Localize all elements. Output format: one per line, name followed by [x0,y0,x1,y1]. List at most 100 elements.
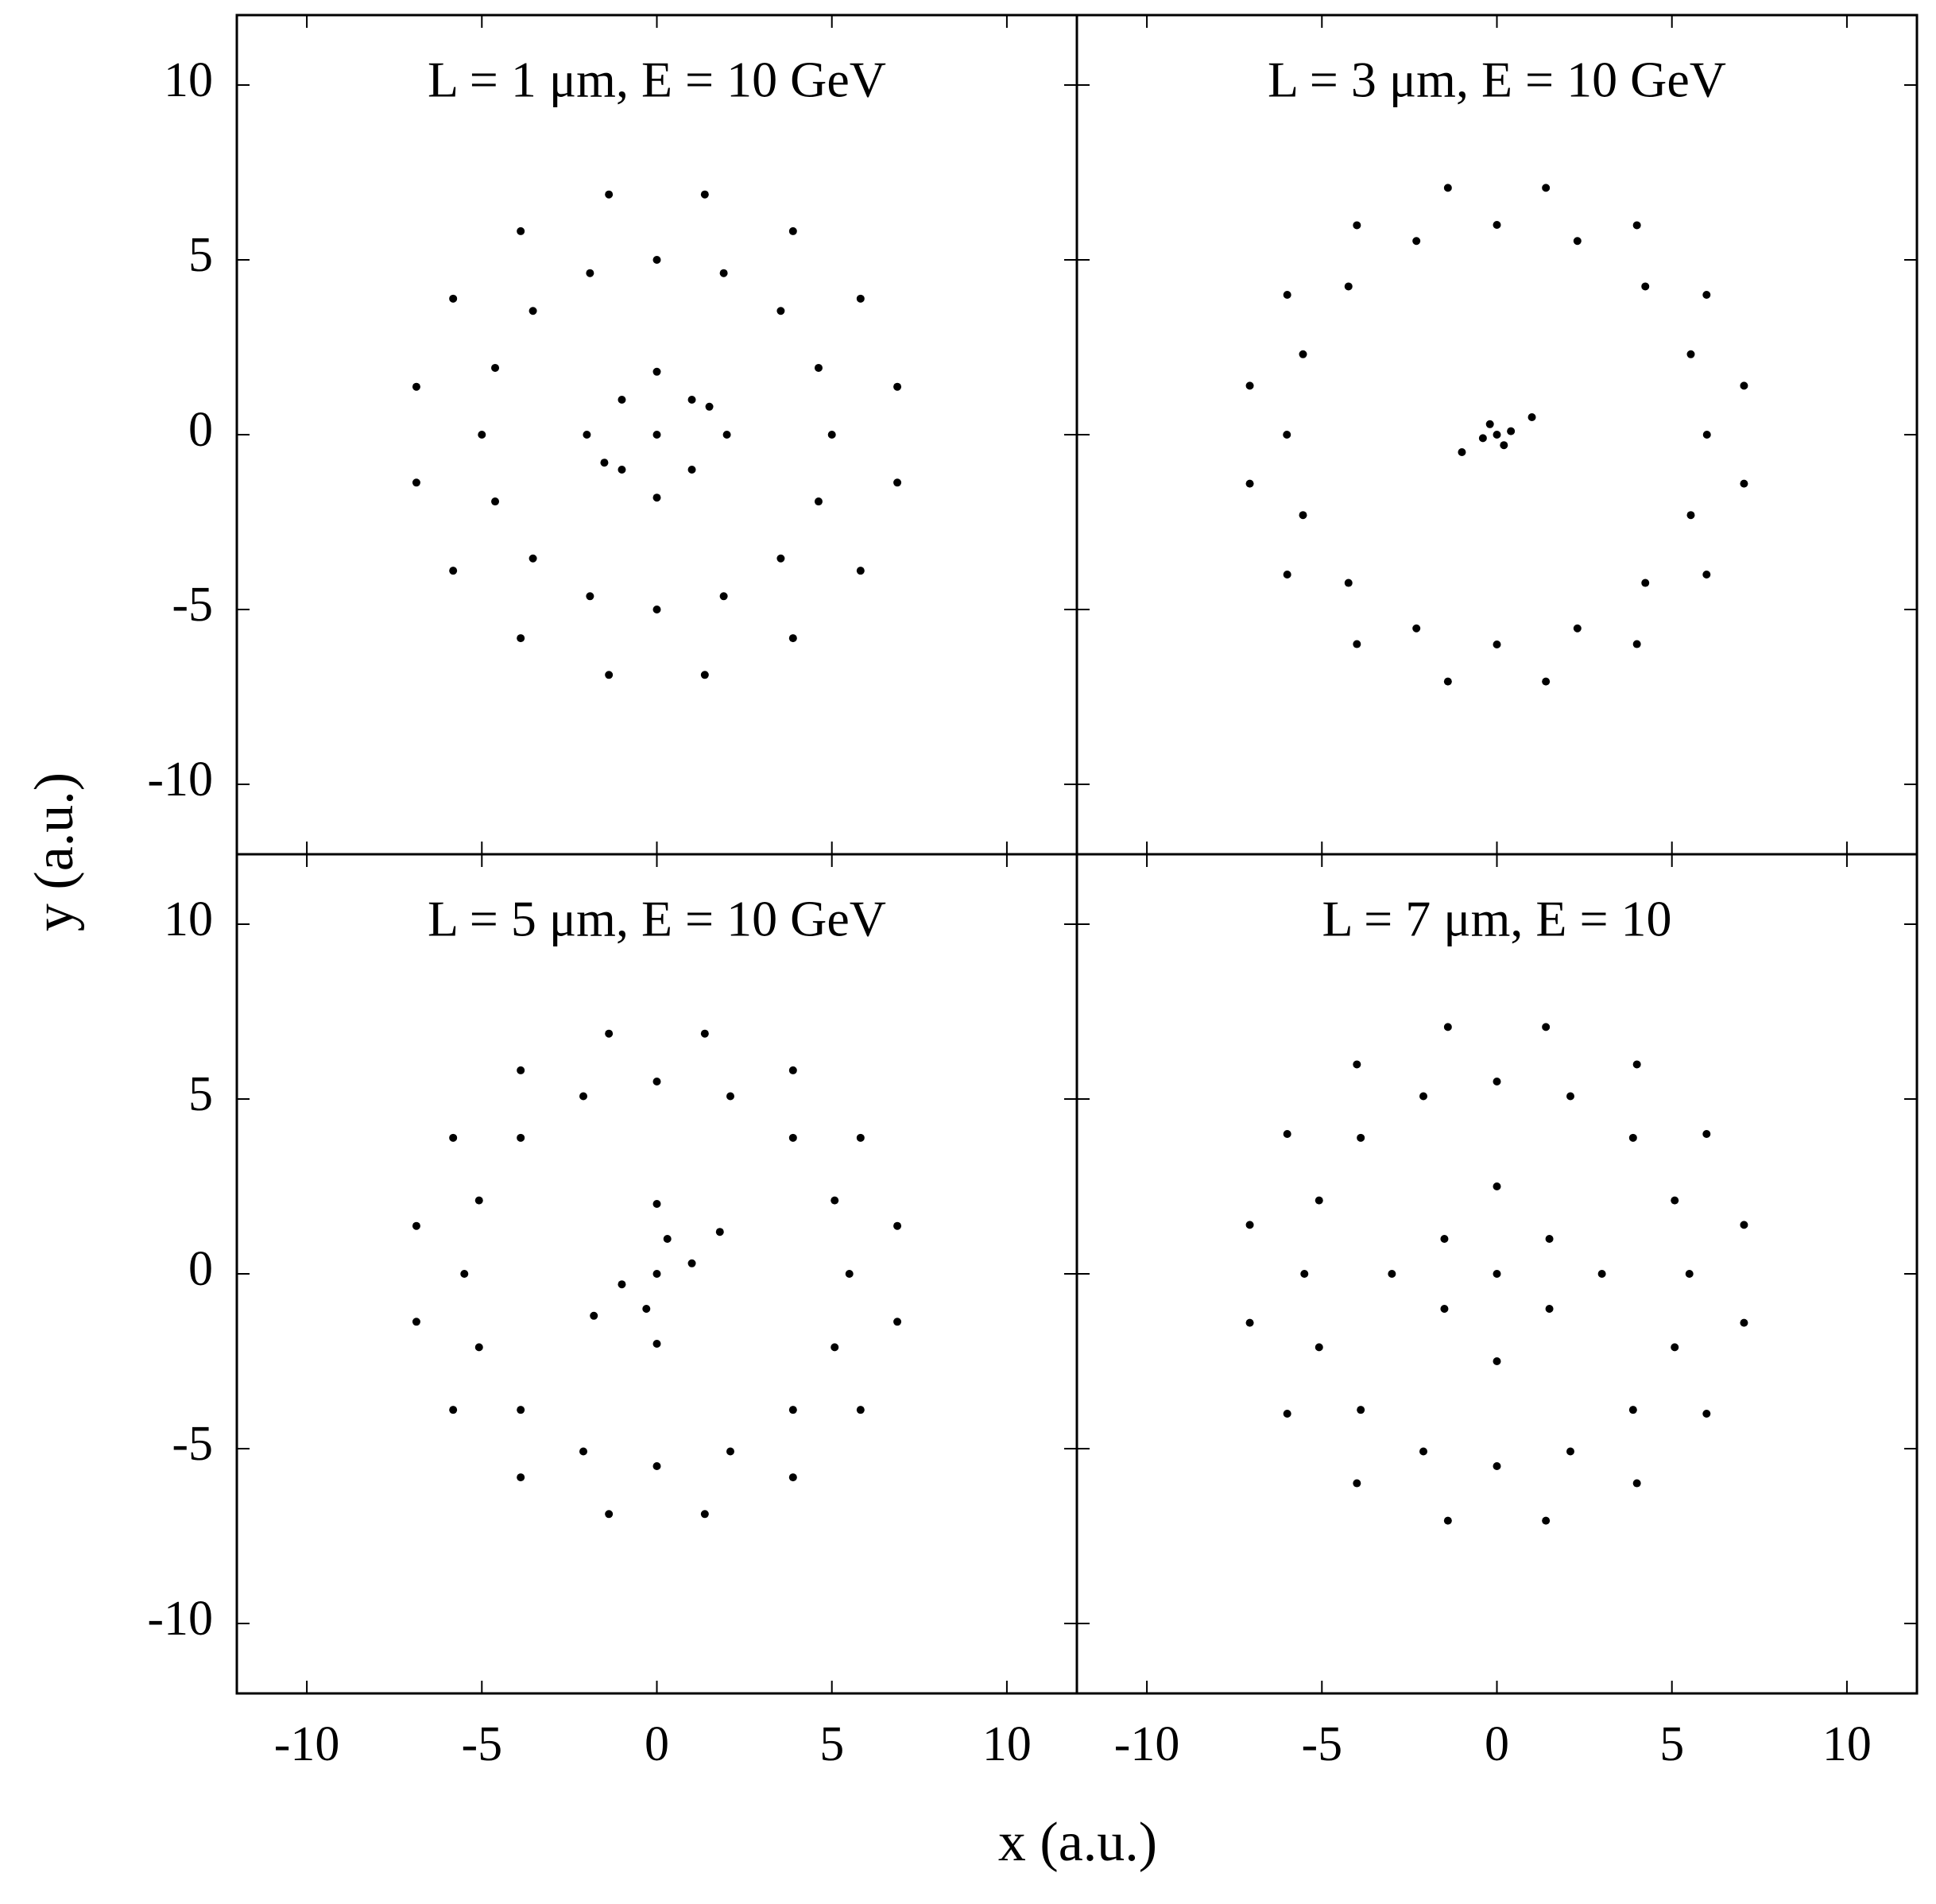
scatter-point [474,1343,483,1352]
scatter-point [517,634,525,643]
y-tick-label: -10 [147,1592,213,1646]
scatter-point [449,1406,458,1414]
x-tick-label: 5 [819,1717,844,1771]
scatter-point [1702,571,1711,579]
scatter-point [652,1200,661,1208]
scatter-point [1245,381,1254,390]
scatter-point [1299,511,1307,520]
scatter-point [1245,1221,1254,1229]
scatter-point [893,1221,902,1230]
scatter-point [1283,431,1291,439]
scatter-point [776,307,785,315]
scatter-point [788,1066,797,1074]
scatter-point [517,1066,525,1074]
y-tick-label: -5 [172,1417,213,1471]
scatter-point [642,1305,651,1313]
scatter-point [517,1406,525,1414]
scatter-point [1740,381,1748,390]
scatter-point [1283,1130,1291,1138]
scatter-point [1628,1406,1637,1414]
scatter-point [605,1510,614,1519]
scatter-point [700,190,709,199]
scatter-point [460,1270,469,1278]
scatter-point [1573,237,1582,246]
scatter-point [600,459,609,467]
scatter-point [726,1447,734,1456]
scatter-point [1299,350,1307,358]
scatter-point [474,1196,483,1205]
scatter-point [605,671,614,679]
y-tick-label: 0 [188,1242,213,1296]
scatter-point [1283,291,1291,299]
scatter-point [856,567,865,575]
scatter-point [618,1280,626,1289]
scatter-point [1493,221,1501,229]
scatter-point [478,431,486,439]
scatter-point [652,606,661,613]
x-tick-label: -5 [1301,1717,1342,1771]
scatter-point [1283,571,1291,579]
scatter-point [1632,221,1641,230]
scatter-point [1443,1516,1452,1525]
scatter-point [1686,511,1695,520]
x-tick-label: -5 [461,1717,502,1771]
scatter-point [652,1340,661,1348]
scatter-point [1740,479,1748,488]
scatter-point [893,1318,902,1326]
scatter-point [1507,427,1516,435]
scatter-point [1493,1270,1501,1278]
scatter-point [1671,1343,1679,1352]
scatter-point [1300,1270,1309,1278]
scatter-point [652,1462,661,1470]
scatter-point [1353,221,1361,230]
scatter-point [856,1133,865,1142]
scatter-point [412,382,420,391]
scatter-point [605,1029,614,1038]
scatter-point [1702,1130,1711,1138]
scatter-point [1566,1092,1574,1101]
scatter-point [652,493,661,502]
scatter-point [1566,1447,1574,1456]
x-tick-label: -10 [274,1717,340,1771]
scatter-point [529,554,537,563]
scatter-point [652,1270,661,1278]
scatter-point [1493,1357,1501,1365]
scatter-point [586,269,594,277]
scatter-point [1357,1133,1365,1142]
scatter-point [1632,1060,1641,1069]
scatter-point [856,294,865,303]
scatter-point [1458,448,1466,456]
scatter-point [719,592,728,601]
scatter-point [1315,1343,1323,1352]
x-tick-label: 10 [982,1717,1032,1771]
scatter-point [1344,579,1353,587]
scatter-point [1702,431,1711,439]
panel-title: L = 7 μm, E = 10 [1322,891,1671,947]
scatter-point [1440,1305,1449,1313]
scatter-point [1493,1462,1501,1470]
scatter-point [1740,1221,1748,1229]
scatter-point [517,1473,525,1482]
scatter-point [1641,579,1650,587]
scatter-point [1478,434,1487,443]
scatter-point [1702,1410,1711,1418]
scatter-point [652,431,661,439]
scatter-point [586,592,594,601]
scatter-point [1628,1133,1637,1142]
scatter-point [788,226,797,235]
scatter-point [1685,1270,1694,1278]
scatter-point [1542,184,1551,192]
x-tick-label: 10 [1822,1717,1872,1771]
scatter-point [652,256,661,264]
scatter-point [1419,1092,1428,1101]
scatter-point [715,1228,724,1236]
y-tick-label: -10 [147,753,213,807]
panel-title: L = 1 μm, E = 10 GeV [428,52,886,108]
scatter-point [1671,1196,1679,1205]
scatter-point [412,478,420,487]
scatter-point [1412,624,1421,633]
scatter-point [893,478,902,487]
scatter-point [687,396,696,404]
scatter-point [412,1221,420,1230]
